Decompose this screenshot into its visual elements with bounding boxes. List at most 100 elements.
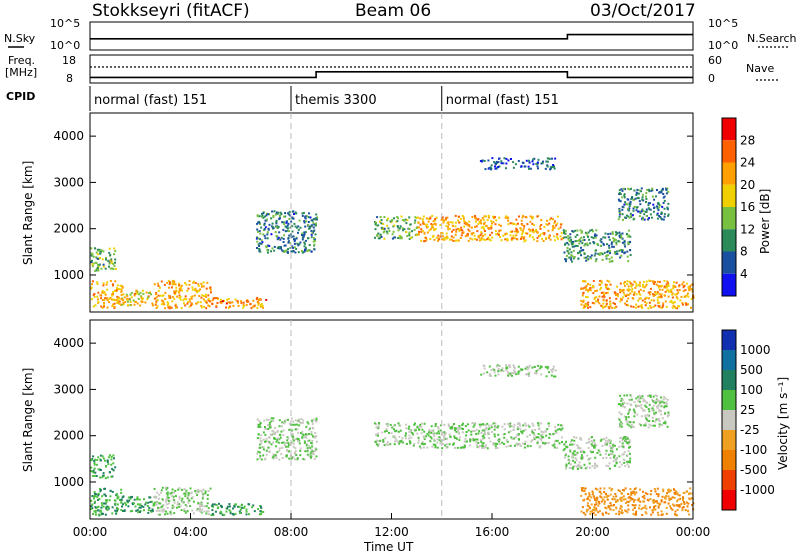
scatter-cell <box>109 254 112 257</box>
scatter-cell <box>205 287 208 290</box>
scatter-cell <box>282 241 285 243</box>
scatter-cell <box>313 223 316 226</box>
scatter-cell <box>301 238 304 241</box>
scatter-cell <box>127 496 130 499</box>
scatter-cell <box>164 307 167 310</box>
scatter-cell <box>610 448 613 451</box>
scatter-cell <box>304 217 307 220</box>
scatter-cell <box>665 494 668 497</box>
scatter-cell <box>561 441 563 443</box>
scatter-cell <box>262 454 265 457</box>
scatter-cell <box>628 207 631 210</box>
scatter-cell <box>191 496 194 499</box>
scatter-cell <box>174 290 177 293</box>
scatter-cell <box>220 298 222 301</box>
colorbar-swatch <box>722 490 736 510</box>
scatter-cell <box>225 302 228 305</box>
scatter-cell <box>678 305 681 308</box>
scatter-cell <box>433 222 436 225</box>
scatter-cell <box>281 446 284 449</box>
scatter-cell <box>567 252 570 255</box>
scatter-cell <box>404 434 407 437</box>
scatter-cell <box>614 458 616 461</box>
scatter-cell <box>610 504 613 507</box>
scatter-cell <box>652 305 655 308</box>
scatter-cell <box>658 408 661 411</box>
scatter-cell <box>225 306 227 309</box>
scatter-cell <box>656 189 658 191</box>
scatter-cell <box>655 411 657 414</box>
scatter-cell <box>92 471 95 474</box>
scatter-cell <box>97 492 100 495</box>
scatter-cell <box>438 238 441 241</box>
scatter-cell <box>580 299 583 302</box>
scatter-cell <box>624 201 627 204</box>
scatter-cell <box>315 418 318 421</box>
scatter-cell <box>180 286 183 289</box>
scatter-cell <box>659 410 662 413</box>
scatter-cell <box>651 195 654 198</box>
scatter-cell <box>546 223 549 226</box>
scatter-cell <box>527 373 530 376</box>
scatter-cell <box>494 374 497 377</box>
scatter-cell <box>158 286 161 289</box>
scatter-cell <box>678 284 681 287</box>
scatter-cell <box>454 221 457 224</box>
scatter-cell <box>314 218 317 221</box>
scatter-cell <box>186 289 189 292</box>
scatter-cell <box>198 289 200 292</box>
scatter-cell <box>454 427 457 430</box>
scatter-cell <box>647 204 650 207</box>
scatter-cell <box>166 304 169 307</box>
scatter-cell <box>285 221 288 224</box>
scatter-cell <box>168 307 171 310</box>
scatter-cell <box>127 304 129 307</box>
scatter-cell <box>639 488 641 491</box>
scatter-cell <box>104 487 106 490</box>
scatter-cell <box>394 437 397 440</box>
scatter-cell <box>276 247 279 250</box>
scatter-cell <box>259 305 262 308</box>
scatter-cell <box>259 422 262 425</box>
scatter-cell <box>616 285 619 288</box>
scatter-cell <box>537 433 540 435</box>
scatter-cell <box>94 513 97 516</box>
scatter-cell <box>568 240 571 243</box>
scatter-cell <box>492 422 495 425</box>
scatter-cell <box>681 303 684 306</box>
scatter-cell <box>279 211 282 214</box>
scatter-cell <box>90 247 93 250</box>
colorbar-swatch <box>722 370 736 390</box>
scatter-cell <box>627 229 630 232</box>
scatter-cell <box>636 413 639 416</box>
scatter-cell <box>210 291 212 294</box>
scatter-cell <box>243 305 246 307</box>
scatter-cell <box>136 292 139 295</box>
scatter-cell <box>668 497 671 500</box>
scatter-cell <box>676 500 679 503</box>
scatter-cell <box>399 237 402 240</box>
scatter-cell <box>294 428 297 431</box>
scatter-cell <box>671 306 674 309</box>
scatter-cell <box>666 280 669 283</box>
scatter-cell <box>666 425 669 428</box>
scatter-cell <box>652 424 655 427</box>
scatter-cell <box>439 442 442 445</box>
scatter-cell <box>129 304 132 307</box>
scatter-cell <box>297 244 300 247</box>
scatter-cell <box>539 445 542 448</box>
scatter-cell <box>583 463 586 466</box>
scatter-cell <box>623 203 626 206</box>
scatter-cell <box>682 506 685 509</box>
scatter-cell <box>523 446 526 449</box>
scatter-cell <box>666 415 669 418</box>
scatter-cell <box>669 489 672 492</box>
scatter-cell <box>637 210 640 213</box>
scatter-cell <box>624 436 627 439</box>
scatter-cell <box>287 418 289 421</box>
scatter-cell <box>564 454 567 457</box>
scatter-cell <box>283 215 285 218</box>
scatter-cell <box>632 492 635 494</box>
scatter-cell <box>188 283 191 286</box>
scatter-cell <box>608 297 611 300</box>
